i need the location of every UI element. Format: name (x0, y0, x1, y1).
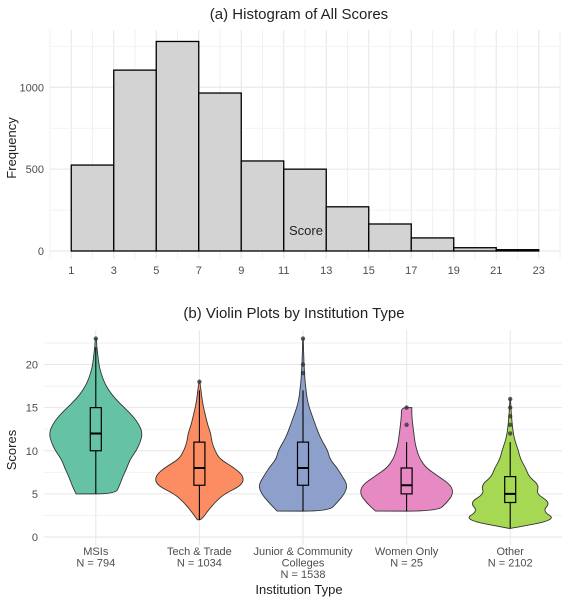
histogram-x-tick-label: 21 (490, 265, 502, 277)
violin-outlier (404, 422, 409, 428)
violin-y-tick-label: 20 (26, 360, 38, 372)
histogram-y-axis-title: Frequency (4, 117, 19, 179)
histogram-bar (410, 237, 455, 252)
violin-panel: (b) Violin Plots by Institution Type 0 5 1… (4, 305, 562, 597)
violin-outlier (508, 405, 513, 410)
violin-group (49, 336, 143, 495)
violin-x-tick-line: N = 794 (76, 558, 115, 570)
histogram-x-tick-label: 7 (196, 265, 202, 277)
histogram-bar (113, 69, 157, 252)
histogram-x-tick-label: 5 (153, 265, 159, 277)
histogram-x-tick-label: 17 (405, 265, 417, 277)
histogram-x-tick-label: 3 (111, 265, 117, 277)
violin-x-axis-title: Institution Type (255, 582, 342, 597)
violin-x-tick-line: Junior & Community (253, 546, 353, 558)
histogram-bar (453, 247, 497, 252)
histogram-x-tick-label: 9 (238, 265, 244, 277)
violin-y-tick-label: 0 (32, 532, 38, 544)
histogram-x-ticks: 1 3 5 7 9 11 13 15 17 19 21 23 (68, 265, 545, 277)
violin-box (400, 467, 413, 495)
histogram-y-tick-label: 1000 (20, 82, 44, 94)
histogram-bars (70, 40, 540, 252)
violin-box (504, 476, 517, 504)
histogram-y-tick-label: 500 (26, 164, 44, 176)
violin-x-tick-line: Colleges (282, 558, 325, 570)
violin-x-tick-line: N = 1538 (281, 569, 326, 581)
histogram-x-tick-label: 15 (363, 265, 375, 277)
violin-outlier (93, 336, 99, 341)
violin-outlier (508, 431, 513, 436)
histogram-bar (283, 168, 327, 252)
histogram-bar (155, 40, 200, 252)
violin-outlier (508, 422, 513, 428)
violin-group (360, 405, 453, 512)
violin-outlier (197, 379, 202, 384)
violin-x-tick-line: N = 25 (390, 558, 423, 570)
histogram-bar (325, 206, 370, 252)
violin-x-ticks: MSIs N = 794 Tech & Trade N = 1034 Junior & … (76, 546, 532, 581)
violin-x-tick-label: MSIs N = 794 (76, 546, 115, 570)
histogram-x-tick-label: 11 (278, 265, 289, 277)
histogram-bar (70, 164, 115, 252)
violin-y-ticks: 0 5 10 15 20 (26, 360, 38, 545)
violin-x-tick-label: Other N = 2102 (488, 546, 533, 570)
violin-outlier (508, 414, 513, 419)
violin-x-tick-line: Women Only (375, 546, 439, 558)
violin-x-tick-line: MSIs (83, 546, 109, 558)
violin-outlier (404, 405, 409, 410)
violin-y-tick-label: 15 (26, 403, 38, 415)
violin-x-tick-label: Junior & Community Colleges N = 1538 (253, 546, 353, 581)
histogram-panel: (a) Histogram of All Scores 1 3 5 7 9 11 13 15 1… (4, 6, 561, 277)
histogram-bar (240, 160, 285, 252)
violin-x-tick-line: Tech & Trade (167, 546, 232, 558)
violin-group (468, 396, 552, 529)
histogram-x-tick-label: 19 (448, 265, 460, 277)
histogram-title: (a) Histogram of All Scores (210, 6, 388, 23)
violin-box (296, 441, 310, 486)
violin-outlier (508, 396, 513, 402)
violin-x-tick-line: Other (496, 546, 524, 558)
violin-shapes (49, 336, 552, 529)
histogram-x-axis-title: Score (289, 223, 323, 238)
violin-y-tick-label: 10 (26, 446, 38, 458)
violin-x-tick-line: N = 2102 (488, 558, 533, 570)
histogram-x-tick-label: 1 (68, 265, 74, 277)
histogram-y-tick-label: 0 (38, 246, 44, 258)
histogram-x-tick-label: 23 (533, 265, 545, 277)
violin-x-tick-label: Tech & Trade N = 1034 (167, 546, 232, 570)
histogram-y-ticks: 0 500 1000 (20, 82, 44, 258)
violin-outlier (300, 336, 306, 341)
violin-y-axis-title: Scores (4, 429, 19, 470)
histogram-bar (495, 249, 540, 252)
violin-outlier (300, 362, 306, 367)
histogram-x-tick-label: 13 (320, 265, 332, 277)
violin-y-tick-label: 5 (32, 489, 38, 501)
histogram-bar (198, 92, 242, 252)
violin-title: (b) Violin Plots by Institution Type (183, 305, 404, 322)
violin-x-tick-label: Women Only N = 25 (375, 546, 439, 570)
violin-group (258, 336, 348, 512)
violin-box (89, 407, 102, 452)
violin-group (155, 379, 244, 521)
violin-x-tick-line: N = 1034 (177, 558, 222, 570)
violin-box (193, 441, 206, 486)
histogram-bar (368, 223, 412, 252)
violin-outlier (300, 370, 306, 376)
